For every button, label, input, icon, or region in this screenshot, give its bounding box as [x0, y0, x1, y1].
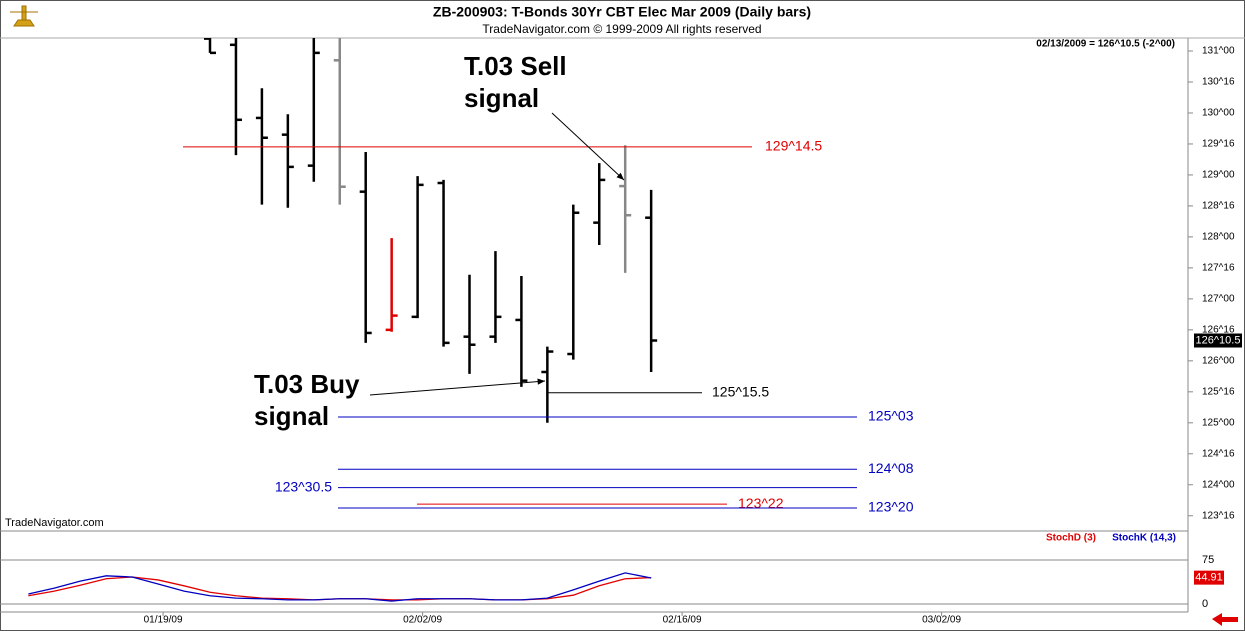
- level-label: 123^22: [738, 495, 784, 511]
- level-label: 123^20: [868, 499, 914, 515]
- annotation-arrow: [551, 112, 625, 181]
- y-tick-label: 125^16: [1202, 386, 1235, 397]
- y-tick-label: 129^00: [1202, 170, 1235, 181]
- level-label: 125^15.5: [712, 384, 769, 400]
- info: 02/13/2009 = 126^10.5 (-2^00): [1036, 39, 1175, 50]
- last-price-label: 126^10.5: [1196, 334, 1241, 346]
- annotation: signal: [254, 401, 329, 431]
- level-label: 123^30.5: [275, 478, 332, 494]
- x-tick-label: 01/19/09: [144, 615, 183, 626]
- arrow-head: [616, 172, 624, 180]
- y-tick-label: 130^16: [1202, 77, 1235, 88]
- y-tick-label: 127^16: [1202, 263, 1235, 274]
- stoch-line: [28, 572, 652, 602]
- logo: [10, 5, 38, 27]
- annotation: signal: [464, 83, 539, 113]
- legend-entry: StochD (3): [1046, 533, 1096, 544]
- y-tick-label: 131^00: [1202, 46, 1235, 57]
- level-label: 124^08: [868, 460, 914, 476]
- annotation-arrow: [369, 380, 546, 396]
- x-tick-label: 02/02/09: [403, 615, 442, 626]
- y-tick-label: 126^00: [1202, 355, 1235, 366]
- y-tick-label: 75: [1202, 554, 1214, 566]
- annotation: T.03 Buy: [254, 369, 360, 399]
- last-value-label: 44.91: [1195, 572, 1223, 584]
- y-tick-label: 123^16: [1202, 510, 1235, 521]
- subtitle: TradeNavigator.com © 1999-2009 All right…: [482, 22, 761, 36]
- y-tick-label: 124^16: [1202, 448, 1235, 459]
- level-label: 129^14.5: [765, 138, 822, 154]
- last-price-box: [1194, 333, 1242, 348]
- y-tick-label: 130^00: [1202, 108, 1235, 119]
- y-tick-label: 125^00: [1202, 417, 1235, 428]
- level-label: 125^03: [868, 408, 914, 424]
- y-tick-label: 128^16: [1202, 201, 1235, 212]
- y-tick-label: 127^00: [1202, 294, 1235, 305]
- annotation: T.03 Sell: [464, 51, 567, 81]
- y-tick-label: 124^00: [1202, 479, 1235, 490]
- legend-entry: StochK (14,3): [1112, 533, 1176, 544]
- y-tick-label: 0: [1202, 598, 1208, 610]
- x-tick-label: 02/16/09: [663, 615, 702, 626]
- y-tick-label: 128^00: [1202, 232, 1235, 243]
- watermark: TradeNavigator.com: [5, 517, 104, 529]
- scroll-arrow[interactable]: [1212, 613, 1238, 626]
- x-tick-label: 03/02/09: [922, 615, 961, 626]
- arrow-head: [537, 378, 545, 385]
- price-plot: [204, 38, 658, 423]
- title: ZB-200903: T-Bonds 30Yr CBT Elec Mar 200…: [433, 4, 811, 20]
- last-value-box: [1194, 570, 1224, 585]
- y-tick-label: 129^16: [1202, 139, 1235, 150]
- y-tick-label: 126^16: [1202, 324, 1235, 335]
